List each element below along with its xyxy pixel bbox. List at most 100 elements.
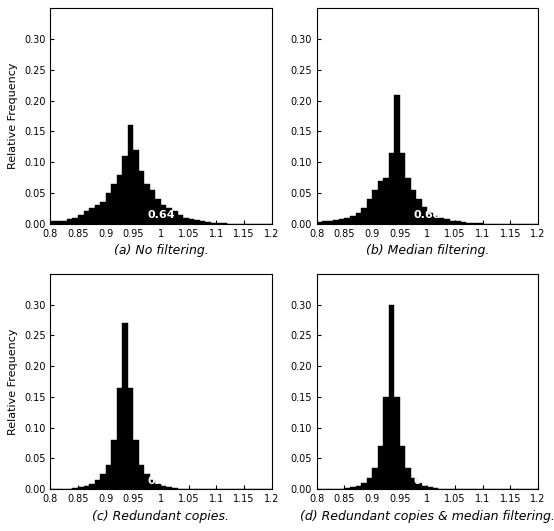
Bar xyxy=(411,478,417,489)
Bar xyxy=(449,221,455,224)
Bar xyxy=(317,222,322,224)
Bar xyxy=(394,397,400,489)
Bar xyxy=(477,223,483,224)
Bar xyxy=(139,465,145,489)
X-axis label: (b) Median filtering.: (b) Median filtering. xyxy=(366,244,489,257)
Bar xyxy=(73,218,78,224)
Bar xyxy=(383,397,389,489)
Bar xyxy=(361,483,367,489)
Bar xyxy=(356,486,361,489)
X-axis label: (d) Redundant copies & median filtering.: (d) Redundant copies & median filtering. xyxy=(300,510,554,523)
Text: 0.89: 0.89 xyxy=(414,476,441,485)
Bar xyxy=(400,153,406,224)
Bar xyxy=(100,202,106,224)
Bar xyxy=(78,215,84,224)
Bar xyxy=(322,221,328,224)
Bar xyxy=(73,488,78,489)
Bar xyxy=(106,465,111,489)
Bar xyxy=(389,153,394,224)
Bar xyxy=(455,221,460,224)
Bar xyxy=(411,190,417,224)
Bar xyxy=(372,190,378,224)
Bar xyxy=(56,221,61,224)
Bar xyxy=(389,305,394,489)
Bar xyxy=(89,208,95,224)
Bar xyxy=(427,487,433,489)
Bar xyxy=(161,486,167,489)
Bar xyxy=(177,215,183,224)
Y-axis label: Relative Frequency: Relative Frequency xyxy=(8,328,18,435)
Bar xyxy=(471,223,477,224)
Bar xyxy=(50,221,56,224)
Bar xyxy=(361,208,367,224)
X-axis label: (a) No filtering.: (a) No filtering. xyxy=(114,244,208,257)
Bar xyxy=(122,156,128,224)
Bar xyxy=(367,199,372,224)
Bar xyxy=(139,172,145,224)
Bar xyxy=(106,193,111,224)
Bar xyxy=(145,184,150,224)
Text: 0.68: 0.68 xyxy=(414,210,441,220)
Text: 0.86: 0.86 xyxy=(147,476,175,485)
Bar xyxy=(205,222,211,224)
Bar xyxy=(417,483,422,489)
Bar xyxy=(128,388,134,489)
Text: 0.64: 0.64 xyxy=(147,210,175,220)
Bar xyxy=(167,208,172,224)
Bar xyxy=(117,388,122,489)
Bar xyxy=(222,223,227,224)
Bar xyxy=(199,221,205,224)
Bar xyxy=(122,323,128,489)
Bar xyxy=(84,486,89,489)
Bar xyxy=(95,205,100,224)
Bar xyxy=(150,190,156,224)
Bar xyxy=(172,488,177,489)
Bar xyxy=(345,218,350,224)
Bar xyxy=(156,199,161,224)
Bar xyxy=(466,222,471,224)
Bar xyxy=(145,474,150,489)
Bar xyxy=(89,484,95,489)
Bar xyxy=(378,181,383,224)
Bar xyxy=(417,199,422,224)
Bar xyxy=(444,219,449,224)
Bar xyxy=(194,220,199,224)
Bar xyxy=(378,446,383,489)
Bar xyxy=(111,184,117,224)
Bar xyxy=(433,488,438,489)
Bar xyxy=(95,480,100,489)
Bar xyxy=(339,219,345,224)
Bar xyxy=(427,213,433,224)
Bar xyxy=(111,440,117,489)
Bar xyxy=(367,478,372,489)
Bar xyxy=(433,216,438,224)
Bar xyxy=(78,487,84,489)
Bar xyxy=(134,150,139,224)
Bar xyxy=(372,468,378,489)
Bar xyxy=(134,440,139,489)
Bar xyxy=(438,218,444,224)
Bar xyxy=(328,221,334,224)
Bar xyxy=(67,219,73,224)
Bar xyxy=(84,211,89,224)
Bar xyxy=(183,218,188,224)
Bar xyxy=(61,221,67,224)
X-axis label: (c) Redundant copies.: (c) Redundant copies. xyxy=(93,510,229,523)
Bar xyxy=(422,207,427,224)
Bar xyxy=(216,223,222,224)
Bar xyxy=(422,486,427,489)
Bar xyxy=(167,487,172,489)
Bar xyxy=(117,175,122,224)
Bar xyxy=(460,222,466,224)
Bar xyxy=(345,488,350,489)
Bar xyxy=(150,480,156,489)
Bar xyxy=(188,219,194,224)
Bar xyxy=(400,446,406,489)
Bar xyxy=(394,95,400,224)
Bar xyxy=(161,205,167,224)
Bar xyxy=(406,468,411,489)
Bar xyxy=(100,474,106,489)
Bar xyxy=(172,211,177,224)
Bar xyxy=(406,177,411,224)
Y-axis label: Relative Frequency: Relative Frequency xyxy=(8,63,18,169)
